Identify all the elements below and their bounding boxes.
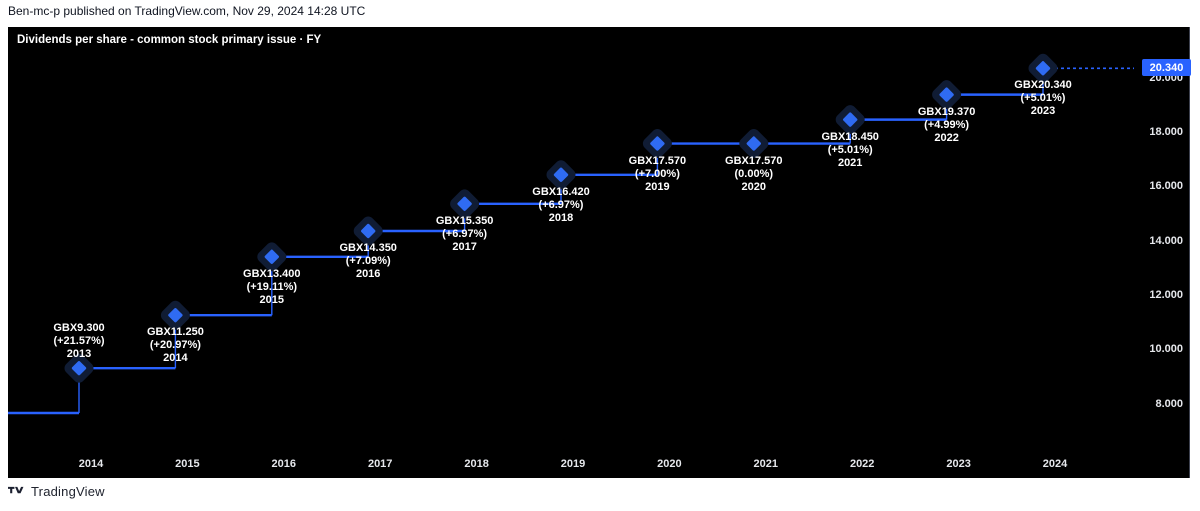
tradingview-logo-icon — [8, 485, 25, 499]
point-year: 2018 — [548, 211, 574, 224]
point-year: 2019 — [645, 180, 670, 193]
point-change: (+7.00%) — [634, 167, 680, 180]
point-value: GBX16.420 — [532, 185, 590, 198]
point-year: 2013 — [66, 348, 92, 361]
time-axis-label: 2017 — [367, 458, 393, 470]
publish-info: Ben-mc-p published on TradingView.com, N… — [8, 4, 366, 18]
point-value: GBX9.300 — [53, 322, 105, 335]
point-value: GBX18.450 — [821, 130, 879, 143]
data-point-marker — [353, 216, 383, 246]
data-point-marker — [450, 189, 480, 219]
point-value: GBX15.350 — [435, 214, 494, 227]
last-price-badge: 20.340 — [1142, 59, 1191, 76]
point-year: 2022 — [934, 131, 959, 144]
point-change: (+6.97%) — [538, 198, 584, 211]
time-axis-label: 2022 — [849, 458, 875, 470]
point-label: GBX17.570 (0.00%) 2020 — [725, 155, 782, 194]
point-year: 2016 — [355, 268, 381, 280]
point-value: GBX20.340 — [1014, 79, 1072, 92]
time-axis-label: 2020 — [657, 458, 682, 470]
point-label: GBX9.300 (+21.57%) 2013 — [53, 322, 104, 361]
data-point-marker — [835, 105, 865, 135]
point-change: (+7.09%) — [345, 255, 391, 267]
point-year: 2021 — [837, 156, 863, 169]
time-axis-label: 2015 — [175, 458, 200, 470]
point-value: GBX17.570 — [725, 154, 783, 167]
point-change: (+5.01%) — [827, 143, 873, 156]
time-axis-label: 2014 — [78, 458, 104, 470]
point-label: GBX16.420 (+6.97%) 2018 — [532, 186, 589, 225]
point-value: GBX13.400 — [243, 267, 301, 280]
data-point-marker — [1028, 53, 1058, 83]
point-label: GBX13.400 (+19.11%) 2015 — [243, 268, 300, 307]
point-label: GBX19.370 (+4.99%) 2022 — [918, 106, 975, 145]
point-label: GBX14.350 (+7.09%) 2016 — [339, 242, 396, 281]
time-axis-label: 2021 — [753, 458, 779, 470]
price-axis-label: 16.000 — [1149, 180, 1183, 193]
point-value: GBX19.370 — [917, 105, 976, 118]
price-axis-label: 8.000 — [1155, 397, 1183, 410]
point-year: 2020 — [741, 180, 767, 193]
point-label: GBX18.450 (+5.01%) 2021 — [821, 131, 878, 170]
data-point-marker — [160, 300, 190, 330]
point-label: GBX17.570 (+7.00%) 2019 — [629, 155, 686, 194]
chart-panel[interactable]: Dividends per share - common stock prima… — [8, 27, 1191, 478]
point-label: GBX11.250 (+20.97%) 2014 — [147, 326, 204, 365]
time-axis-label: 2024 — [1042, 458, 1068, 470]
price-axis-label: 18.000 — [1149, 125, 1183, 138]
time-axis-label: 2018 — [464, 458, 489, 470]
point-value: GBX17.570 — [628, 154, 687, 167]
point-year: 2014 — [163, 352, 188, 365]
point-label: GBX15.350 (+6.97%) 2017 — [436, 215, 493, 254]
chart-title: Dividends per share - common stock prima… — [17, 34, 322, 46]
data-point-marker — [546, 160, 576, 190]
tradingview-brand-text: TradingView — [31, 484, 105, 499]
price-axis-label: 14.000 — [1149, 234, 1183, 247]
point-value: GBX14.350 — [339, 242, 397, 254]
data-point-marker — [64, 353, 94, 383]
point-change: (+5.01%) — [1020, 92, 1066, 105]
point-year: 2023 — [1030, 105, 1056, 118]
price-axis-label: 12.000 — [1149, 288, 1183, 301]
point-change: (+4.99%) — [924, 118, 970, 131]
point-change: (+20.97%) — [149, 339, 201, 352]
data-point-marker — [739, 129, 769, 159]
point-value: GBX11.250 — [146, 326, 204, 339]
tradingview-attribution[interactable]: TradingView — [8, 484, 105, 499]
chart-canvas[interactable] — [8, 27, 1189, 478]
data-point-marker — [642, 129, 672, 159]
data-point-marker — [257, 242, 287, 272]
time-axis-label: 2019 — [560, 458, 586, 470]
price-axis-label: 10.000 — [1149, 343, 1183, 356]
point-year: 2015 — [259, 293, 285, 306]
data-point-marker — [932, 80, 962, 110]
point-change: (0.00%) — [734, 167, 774, 180]
point-change: (+21.57%) — [53, 335, 105, 348]
time-axis-label: 2016 — [271, 458, 297, 470]
point-year: 2017 — [452, 240, 477, 253]
time-axis-label: 2023 — [946, 458, 971, 470]
point-change: (+6.97%) — [442, 227, 488, 240]
point-label: GBX20.340 (+5.01%) 2023 — [1014, 79, 1071, 118]
point-change: (+19.11%) — [246, 280, 298, 293]
